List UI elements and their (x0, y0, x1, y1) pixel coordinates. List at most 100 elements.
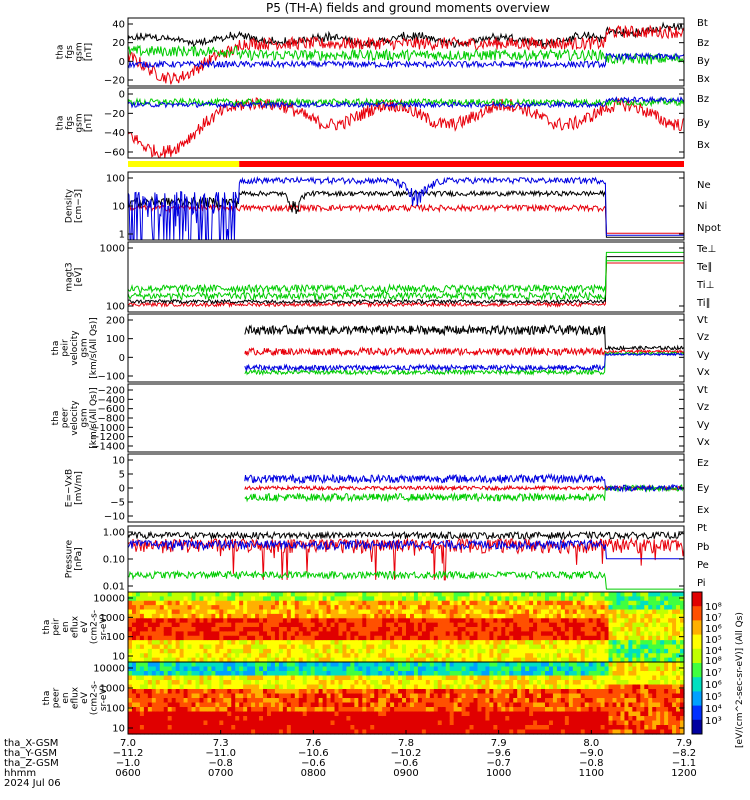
heatmap-cell (676, 609, 681, 615)
heatmap-cell (425, 622, 431, 628)
heatmap-cell (239, 707, 244, 713)
heatmap-cell (251, 644, 256, 650)
heatmap-cell (386, 635, 391, 641)
heatmap-cell (398, 653, 403, 659)
heatmap-cell (560, 596, 566, 602)
heatmap-cell (556, 644, 562, 650)
heatmap-cell (227, 720, 232, 726)
heatmap-cell (600, 684, 606, 690)
heatmap-cell (513, 680, 518, 686)
series-line (127, 95, 685, 110)
heatmap-cell (139, 693, 145, 699)
heatmap-cell (255, 618, 260, 624)
heatmap-cell (660, 600, 665, 606)
heatmap-cell (147, 657, 153, 663)
heatmap-cell (235, 675, 240, 681)
heatmap-cell (664, 707, 669, 713)
heatmap-cell (469, 693, 475, 699)
heatmap-cell (636, 627, 641, 632)
heatmap-cell (231, 711, 236, 717)
heatmap-cell (298, 644, 304, 650)
heatmap-cell (139, 635, 145, 641)
heatmap-cell (497, 693, 502, 699)
heatmap-cell (552, 711, 558, 717)
colorbar-cell (692, 705, 702, 710)
heatmap-cell (274, 613, 280, 619)
heatmap-cell (644, 711, 649, 717)
heatmap-cell (505, 605, 510, 611)
heatmap-cell (235, 684, 240, 690)
heatmap-cell (167, 648, 173, 654)
heatmap-cell (330, 675, 336, 681)
heatmap-cell (310, 662, 316, 668)
y-axis-label-line: eflux (71, 686, 81, 709)
heatmap-cell (350, 605, 355, 611)
heatmap-cell (433, 698, 439, 704)
heatmap-cell (270, 631, 276, 637)
heatmap-cell (489, 613, 494, 619)
heatmap-cell (203, 675, 209, 681)
heatmap-cell (247, 605, 252, 611)
heatmap-cell (334, 618, 340, 624)
heatmap-cell (469, 644, 475, 650)
heatmap-cell (429, 609, 435, 615)
heatmap-cell (259, 609, 264, 615)
heatmap-cell (481, 662, 487, 668)
heatmap-cell (433, 711, 439, 717)
heatmap-cell (548, 725, 554, 731)
legend-entry-Vy: Vy (697, 350, 710, 361)
heatmap-cell (187, 613, 193, 619)
heatmap-cell (632, 618, 637, 624)
heatmap-cell (322, 609, 328, 615)
heatmap-cell (497, 613, 502, 619)
heatmap-cell (501, 689, 506, 695)
heatmap-cell (620, 680, 626, 686)
series-line (127, 538, 684, 560)
heatmap-cell (298, 720, 304, 726)
heatmap-cell (274, 618, 280, 624)
heatmap-cell (128, 720, 133, 726)
heatmap-cell (469, 640, 475, 646)
heatmap-cell (664, 698, 669, 704)
heatmap-cell (541, 702, 546, 708)
heatmap-cell (552, 729, 558, 735)
heatmap-cell (632, 680, 637, 686)
heatmap-cell (429, 644, 435, 650)
heatmap-cell (644, 684, 649, 690)
heatmap-cell (199, 640, 205, 646)
heatmap-cell (147, 596, 153, 602)
heatmap-cell (171, 693, 177, 699)
heatmap-cell (584, 684, 590, 690)
heatmap-cell (584, 592, 590, 597)
heatmap-cell (656, 592, 661, 597)
heatmap-cell (680, 640, 685, 646)
heatmap-cell (374, 622, 379, 628)
heatmap-cell (652, 684, 657, 690)
heatmap-cell (139, 684, 145, 690)
heatmap-cell (664, 618, 669, 624)
heatmap-cell (505, 666, 510, 672)
heatmap-cell (298, 596, 304, 602)
heatmap-cell (151, 653, 157, 659)
heatmap-cell (251, 725, 256, 731)
heatmap-cell (147, 627, 153, 632)
heatmap-cell (294, 618, 300, 624)
heatmap-cell (147, 653, 153, 659)
heatmap-cell (409, 618, 415, 624)
heatmap-cell (231, 618, 236, 624)
heatmap-cell (171, 609, 177, 615)
heatmap-cell (556, 711, 562, 717)
heatmap-cell (620, 613, 626, 619)
heatmap-cell (652, 640, 657, 646)
legend-entry-Vz: Vz (697, 402, 709, 413)
heatmap-cell (485, 729, 490, 735)
heatmap-cell (286, 648, 292, 654)
heatmap-cell (211, 711, 216, 717)
heatmap-cell (211, 720, 216, 726)
heatmap-cell (580, 605, 586, 611)
heatmap-cell (163, 613, 169, 619)
heatmap-cell (501, 635, 506, 641)
heatmap-cell (187, 640, 193, 646)
heatmap-cell (227, 596, 232, 602)
